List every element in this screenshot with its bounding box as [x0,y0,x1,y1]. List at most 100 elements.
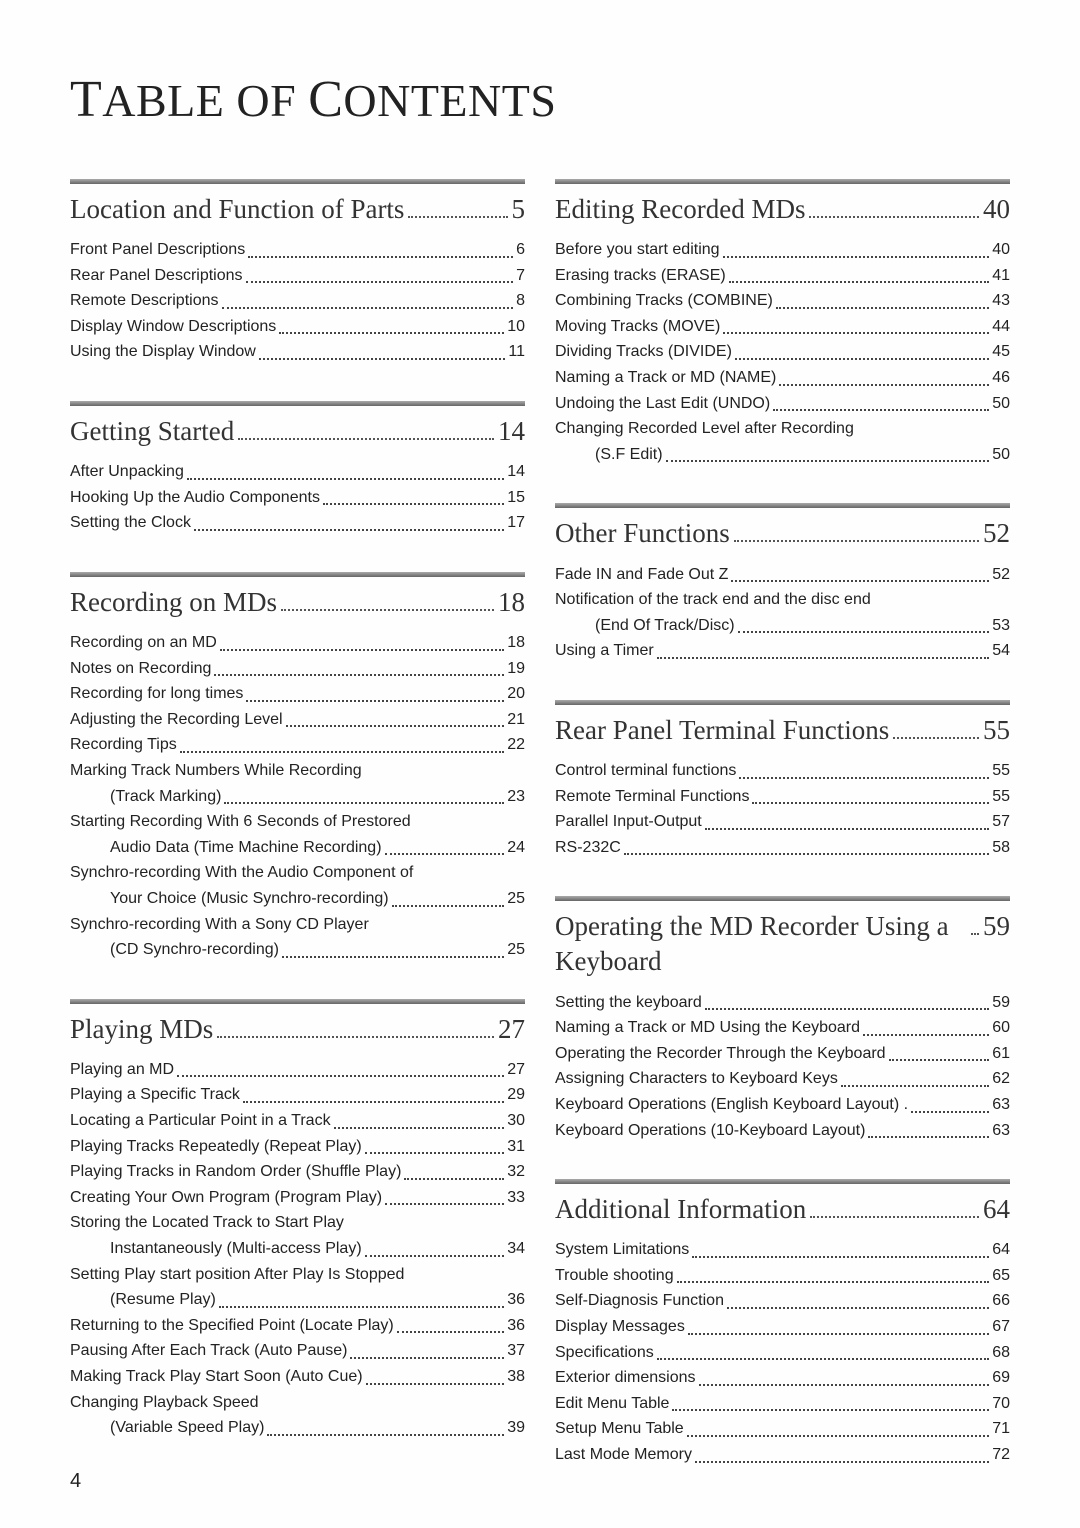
toc-entry-label: Making Track Play Start Soon (Auto Cue) [70,1364,363,1390]
toc-entry-page: 67 [992,1314,1010,1340]
toc-entry-page: 23 [507,784,525,810]
toc-entry-label: Storing the Located Track to Start Play [70,1210,344,1236]
toc-entry-page: 68 [992,1340,1010,1366]
toc-entry-page: 39 [507,1415,525,1441]
toc-entry-page: 8 [516,288,525,314]
section-bar [555,179,1010,184]
section-bar [555,896,1010,901]
leader-dots [911,1111,989,1113]
leader-dots [723,256,990,258]
toc-section: Playing MDs27Playing an MD27Playing a Sp… [70,999,525,1441]
toc-entry: Control terminal functions55 [555,758,1010,784]
toc-entry-page: 6 [516,237,525,263]
section-heading: Rear Panel Terminal Functions55 [555,713,1010,748]
toc-entry-page: 40 [992,237,1010,263]
toc-entry: Setup Menu Table71 [555,1416,1010,1442]
leader-dots [248,256,513,258]
section-heading-label: Rear Panel Terminal Functions [555,713,889,748]
toc-entry-page: 58 [992,835,1010,861]
leader-dots [809,216,979,218]
leader-dots [776,307,989,309]
toc-entry-page: 54 [992,638,1010,664]
leader-dots [259,358,506,360]
leader-dots [666,460,990,462]
toc-section: Other Functions52Fade IN and Fade Out Z5… [555,503,1010,663]
toc-entry: Remote Terminal Functions55 [555,784,1010,810]
toc-entry-page: 64 [992,1237,1010,1263]
leader-dots [688,1333,989,1335]
toc-entry-page: 20 [507,681,525,707]
toc-entry: Self-Diagnosis Function66 [555,1288,1010,1314]
toc-entry-page: 25 [507,886,525,912]
toc-entry: After Unpacking14 [70,459,525,485]
toc-entry-page: 55 [992,784,1010,810]
toc-entry: Playing Tracks in Random Order (Shuffle … [70,1159,525,1185]
leader-dots [220,649,504,651]
toc-entry-label: Your Choice (Music Synchro-recording) [110,886,389,912]
toc-entry-page: 31 [507,1134,525,1160]
toc-entry-page: 72 [992,1442,1010,1468]
toc-entry-label: Using the Display Window [70,339,256,365]
toc-section: Rear Panel Terminal Functions55Control t… [555,700,1010,860]
toc-entry-page: 43 [992,288,1010,314]
toc-entry-label: Before you start editing [555,237,720,263]
section-heading-page: 40 [983,192,1010,227]
leader-dots [194,529,504,531]
section-heading: Additional Information64 [555,1192,1010,1227]
toc-entry-page: 63 [992,1092,1010,1118]
section-heading-page: 59 [983,909,1010,944]
toc-entry-label: System Limitations [555,1237,689,1263]
toc-entry: Exterior dimensions69 [555,1365,1010,1391]
leader-dots [705,828,989,830]
toc-entry-label: Recording for long times [70,681,243,707]
toc-entry-page: 32 [507,1159,525,1185]
toc-entry: Storing the Located Track to Start Play [70,1210,525,1236]
toc-entry-label: Setup Menu Table [555,1416,684,1442]
section-heading-label: Other Functions [555,516,730,551]
toc-section: Additional Information64 System Limitatio… [555,1179,1010,1467]
toc-entry-label: (Resume Play) [110,1287,216,1313]
toc-entry-continuation: (Track Marking)23 [70,784,525,810]
toc-entry: Playing a Specific Track29 [70,1082,525,1108]
toc-section: Location and Function of Parts5Front Pan… [70,179,525,365]
toc-entry-page: 33 [507,1185,525,1211]
section-bar [555,1179,1010,1184]
toc-entry: Notes on Recording19 [70,656,525,682]
toc-entry-label: Edit Menu Table [555,1391,669,1417]
section-heading: Recording on MDs18 [70,585,525,620]
toc-entry-label: Last Mode Memory [555,1442,692,1468]
leader-dots [408,216,507,218]
toc-entry-page: 36 [507,1287,525,1313]
leader-dots [397,1331,504,1333]
toc-entry-label: Remote Descriptions [70,288,219,314]
section-heading-label: Playing MDs [70,1012,213,1047]
leader-dots [180,751,504,753]
toc-section: Recording on MDs18Recording on an MD18No… [70,572,525,963]
section-bar [70,401,525,406]
toc-entry: Display Window Descriptions10 [70,314,525,340]
leader-dots [187,478,504,480]
toc-section: Editing Recorded MDs40Before you start e… [555,179,1010,467]
toc-entry-page: 21 [507,707,525,733]
toc-entry: Synchro-recording With a Sony CD Player [70,912,525,938]
toc-entry-label: Undoing the Last Edit (UNDO) [555,391,770,417]
leader-dots [281,609,494,611]
leader-dots [366,1383,505,1385]
right-column: Editing Recorded MDs40Before you start e… [555,179,1010,1504]
toc-entry: Playing Tracks Repeatedly (Repeat Play)3… [70,1134,525,1160]
toc-entry-label: Playing Tracks in Random Order (Shuffle … [70,1159,401,1185]
toc-entry-label: Specifications [555,1340,654,1366]
leader-dots [243,1101,504,1103]
toc-entry-label: Setting the keyboard [555,990,702,1016]
toc-entry-label: Rear Panel Descriptions [70,263,243,289]
section-heading: Operating the MD Recorder Using a Keyboa… [555,909,1010,979]
toc-entry: Adjusting the Recording Level21 [70,707,525,733]
toc-entry: Undoing the Last Edit (UNDO)50 [555,391,1010,417]
toc-entry-label: Instantaneously (Multi-access Play) [110,1236,362,1262]
section-heading-page: 52 [983,516,1010,551]
toc-entry-page: 65 [992,1263,1010,1289]
leader-dots [779,384,989,386]
toc-entry-page: 38 [507,1364,525,1390]
leader-dots [224,802,504,804]
toc-entry: Remote Descriptions 8 [70,288,525,314]
